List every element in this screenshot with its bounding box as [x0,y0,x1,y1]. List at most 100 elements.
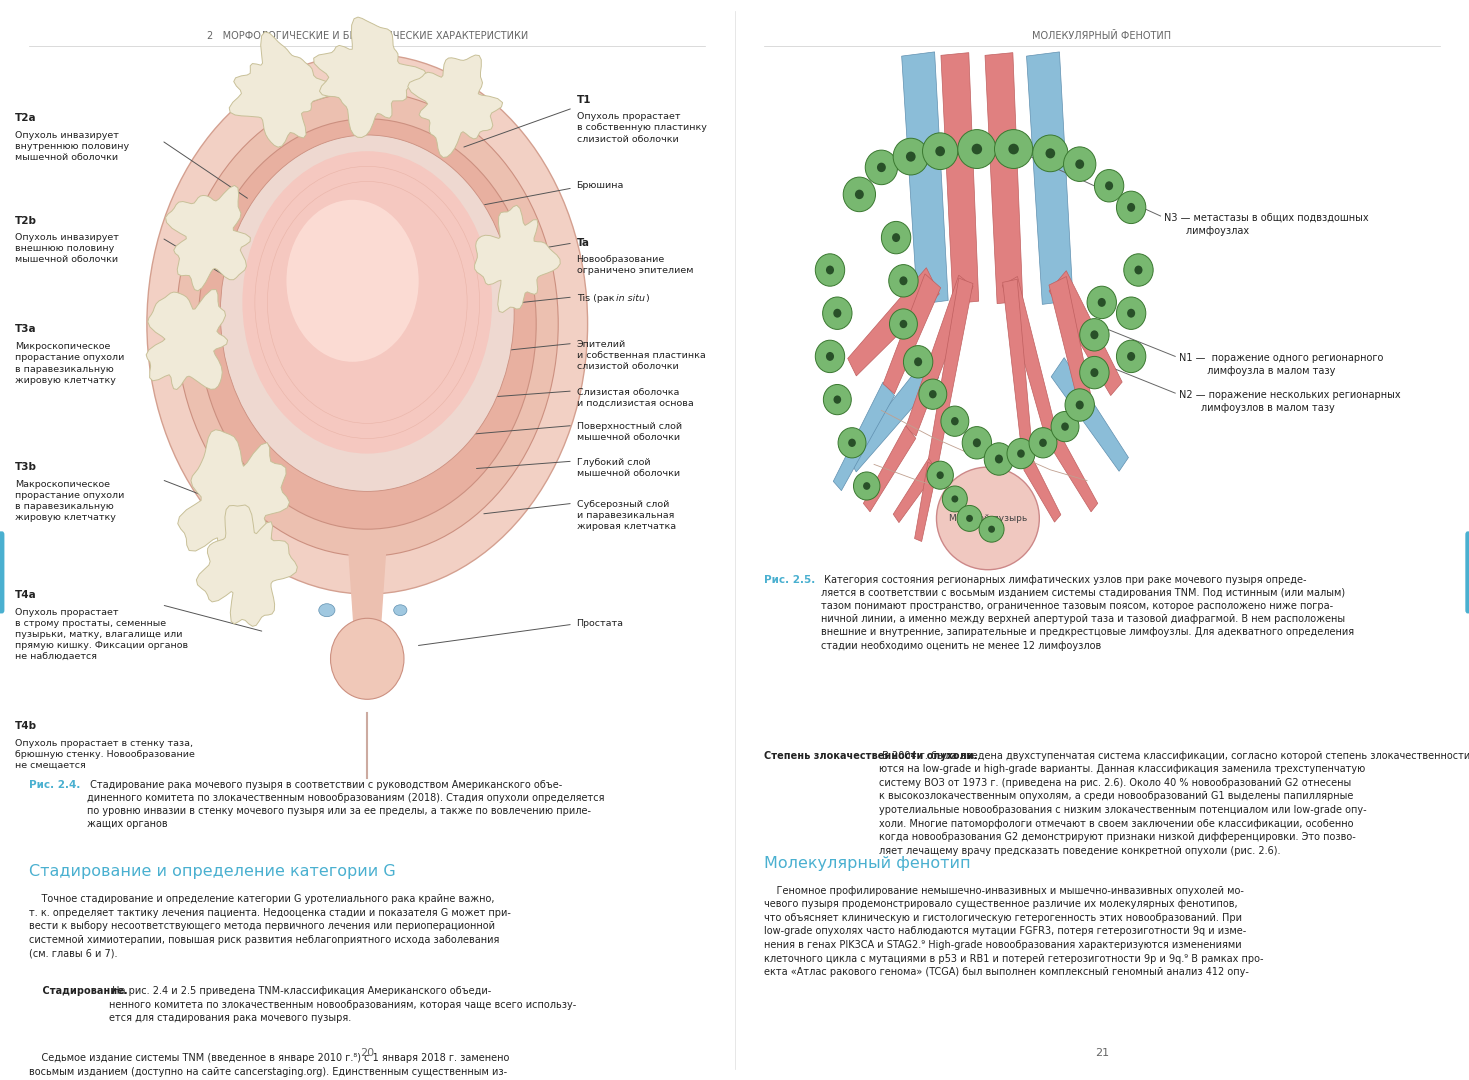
Text: 2   МОРФОЛОГИЧЕСКИЕ И БИОЛОГИЧЕСКИЕ ХАРАКТЕРИСТИКИ: 2 МОРФОЛОГИЧЕСКИЕ И БИОЛОГИЧЕСКИЕ ХАРАКТ… [207,30,527,41]
Ellipse shape [877,163,886,172]
Text: Степень злокачественности опухоли.: Степень злокачественности опухоли. [764,751,977,760]
Polygon shape [864,426,915,512]
Ellipse shape [899,320,908,328]
Ellipse shape [1116,191,1146,224]
Text: T3b: T3b [15,462,37,472]
Ellipse shape [950,417,959,426]
Ellipse shape [826,352,834,361]
Ellipse shape [815,254,845,286]
Ellipse shape [1134,266,1143,274]
Ellipse shape [1127,309,1136,318]
Text: 21: 21 [1094,1049,1109,1058]
Ellipse shape [920,379,946,409]
Ellipse shape [843,177,876,212]
Ellipse shape [1105,181,1114,190]
Ellipse shape [1065,389,1094,421]
Ellipse shape [892,233,900,242]
Text: T3a: T3a [15,324,37,334]
Polygon shape [902,52,948,305]
Polygon shape [229,31,335,147]
Ellipse shape [1090,330,1099,339]
Ellipse shape [1008,144,1019,154]
Text: Tis (рак: Tis (рак [576,294,617,302]
Polygon shape [848,268,939,376]
Text: Опухоль прорастает
в строму простаты, семенные
пузырьки, матку, влагалище или
пр: Опухоль прорастает в строму простаты, се… [15,608,188,661]
Ellipse shape [1028,428,1058,458]
Text: T2a: T2a [15,113,37,123]
Text: Стадирование рака мочевого пузыря в соответствии с руководством Американского об: Стадирование рака мочевого пузыря в соот… [87,780,604,829]
Polygon shape [1002,276,1056,435]
Polygon shape [1046,426,1097,512]
Ellipse shape [242,151,492,454]
Ellipse shape [1052,411,1078,442]
Polygon shape [1049,276,1093,414]
Ellipse shape [1006,438,1034,469]
Ellipse shape [936,146,945,157]
Text: Молекулярный фенотип: Молекулярный фенотип [764,856,971,872]
Ellipse shape [928,390,937,399]
Ellipse shape [889,265,918,297]
Polygon shape [848,356,939,472]
Polygon shape [942,53,978,303]
Text: N1 —  поражение одного регионарного
         лимфоузла в малом тазу: N1 — поражение одного регионарного лимфо… [1178,353,1384,376]
Text: МОЛЕКУЛЯРНЫЙ ФЕНОТИП: МОЛЕКУЛЯРНЫЙ ФЕНОТИП [1033,30,1171,41]
Ellipse shape [853,472,880,500]
Ellipse shape [1094,170,1124,202]
Polygon shape [178,430,289,567]
Ellipse shape [967,515,972,522]
Ellipse shape [286,200,419,362]
Polygon shape [915,462,937,541]
Ellipse shape [958,130,996,168]
Ellipse shape [331,618,404,700]
Ellipse shape [889,309,917,339]
Polygon shape [1027,52,1072,305]
FancyBboxPatch shape [1465,531,1469,613]
Text: Геномное профилирование немышечно-инвазивных и мышечно-инвазивных опухолей мо-
ч: Геномное профилирование немышечно-инвази… [764,886,1263,977]
Text: Поверхностный слой
мышечной оболочки: Поверхностный слой мышечной оболочки [576,422,682,443]
Text: in situ: in situ [616,294,645,302]
Text: В 2004 г. была введена двухступенчатая система классификации, согласно которой с: В 2004 г. была введена двухступенчатая с… [878,751,1469,855]
Ellipse shape [1127,352,1136,361]
Polygon shape [883,274,940,394]
Polygon shape [1024,459,1061,522]
Text: N3 — метастазы в общих подвздошных
       лимфоузлах: N3 — метастазы в общих подвздошных лимфо… [1163,213,1369,235]
Ellipse shape [903,346,933,378]
Text: N2 — поражение нескольких регионарных
       лимфоузлов в малом тазу: N2 — поражение нескольких регионарных ли… [1178,390,1400,413]
Ellipse shape [1046,148,1055,159]
Ellipse shape [1116,340,1146,373]
Text: Мочевой пузырь: Мочевой пузырь [949,514,1027,523]
Ellipse shape [1116,297,1146,329]
Ellipse shape [937,467,1039,570]
Text: T2b: T2b [15,216,37,226]
Polygon shape [833,382,895,490]
Ellipse shape [1039,438,1047,447]
Ellipse shape [1017,449,1025,458]
Text: Слизистая оболочка
и подслизистая основа: Слизистая оболочка и подслизистая основа [576,388,693,408]
Ellipse shape [906,151,915,162]
Ellipse shape [220,135,514,491]
Ellipse shape [995,130,1033,168]
Text: На рис. 2.4 и 2.5 приведена TNM-классификация Американского объеди-
ненного коми: На рис. 2.4 и 2.5 приведена TNM-классифи… [109,986,576,1023]
Ellipse shape [319,604,335,617]
Ellipse shape [1087,286,1116,319]
Text: Опухоль инвазирует
внешнюю половину
мышечной оболочки: Опухоль инвазирует внешнюю половину мыше… [15,233,119,265]
Ellipse shape [833,309,842,318]
Ellipse shape [826,266,834,274]
Ellipse shape [1064,147,1096,181]
Text: Субсерозный слой
и паравезикальная
жировая клетчатка: Субсерозный слой и паравезикальная жиров… [576,500,676,531]
Text: ): ) [645,294,649,302]
Ellipse shape [855,190,864,199]
Text: T4b: T4b [15,721,37,731]
Ellipse shape [833,395,842,404]
Text: Рис. 2.4.: Рис. 2.4. [29,780,81,789]
Ellipse shape [815,340,845,373]
Ellipse shape [952,496,958,502]
Polygon shape [1049,271,1122,395]
Ellipse shape [881,221,911,254]
Ellipse shape [940,406,970,436]
Text: Опухоль прорастает
в собственную пластинку
слизистой оболочки: Опухоль прорастает в собственную пластин… [576,112,707,144]
Ellipse shape [1075,401,1084,409]
Ellipse shape [1127,203,1136,212]
Text: Стадирование и определение категории G: Стадирование и определение категории G [29,864,397,879]
Ellipse shape [899,276,908,285]
